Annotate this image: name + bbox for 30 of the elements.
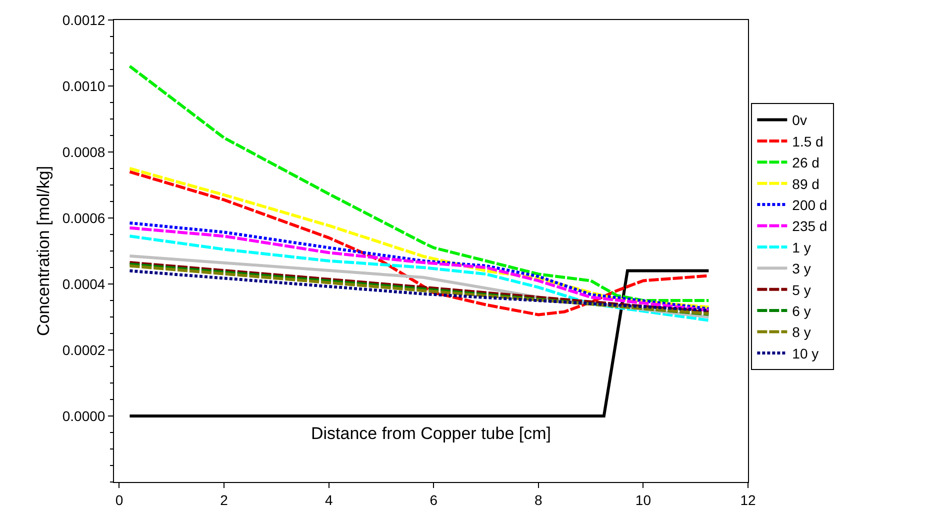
- legend-label: 1 y: [792, 239, 811, 256]
- y-tick-label: 0.0000: [62, 408, 106, 424]
- y-tick-label: 0.0002: [62, 342, 106, 358]
- y-tick-label: 0.0006: [62, 210, 106, 226]
- legend-label: 0v: [792, 112, 807, 128]
- x-tick-label: 12: [740, 492, 756, 508]
- x-tick-label: 4: [324, 492, 333, 508]
- legend-label: 8 y: [792, 324, 811, 340]
- y-axis-title: Concentration [mol/kg]: [34, 166, 53, 336]
- y-tick-label: 0.0004: [62, 276, 106, 292]
- legend-label: 235 d: [792, 218, 828, 234]
- line-series: [128, 64, 710, 302]
- x-tick-label: 2: [220, 492, 228, 508]
- x-axis-title: Distance from Copper tube [cm]: [311, 424, 551, 443]
- legend-label: 3 y: [792, 260, 811, 277]
- y-tick-label: 0.0012: [62, 12, 106, 28]
- legend-label: 10 y: [792, 345, 819, 362]
- line-series: [128, 234, 710, 322]
- x-tick-label: 0: [115, 492, 124, 508]
- legend-label: 6 y: [792, 303, 811, 320]
- legend-label: 89 d: [792, 176, 820, 192]
- legend-label: 26 d: [792, 154, 820, 171]
- legend-label: 5 y: [792, 282, 811, 298]
- legend-label: 1.5 d: [792, 133, 824, 150]
- legend-label: 200 d: [792, 197, 828, 214]
- x-tick-label: 8: [534, 492, 543, 508]
- y-tick-label: 0.0010: [62, 78, 106, 94]
- y-tick-label: 0.0008: [62, 144, 106, 160]
- x-tick-label: 10: [635, 492, 652, 508]
- x-tick-label: 6: [430, 492, 438, 508]
